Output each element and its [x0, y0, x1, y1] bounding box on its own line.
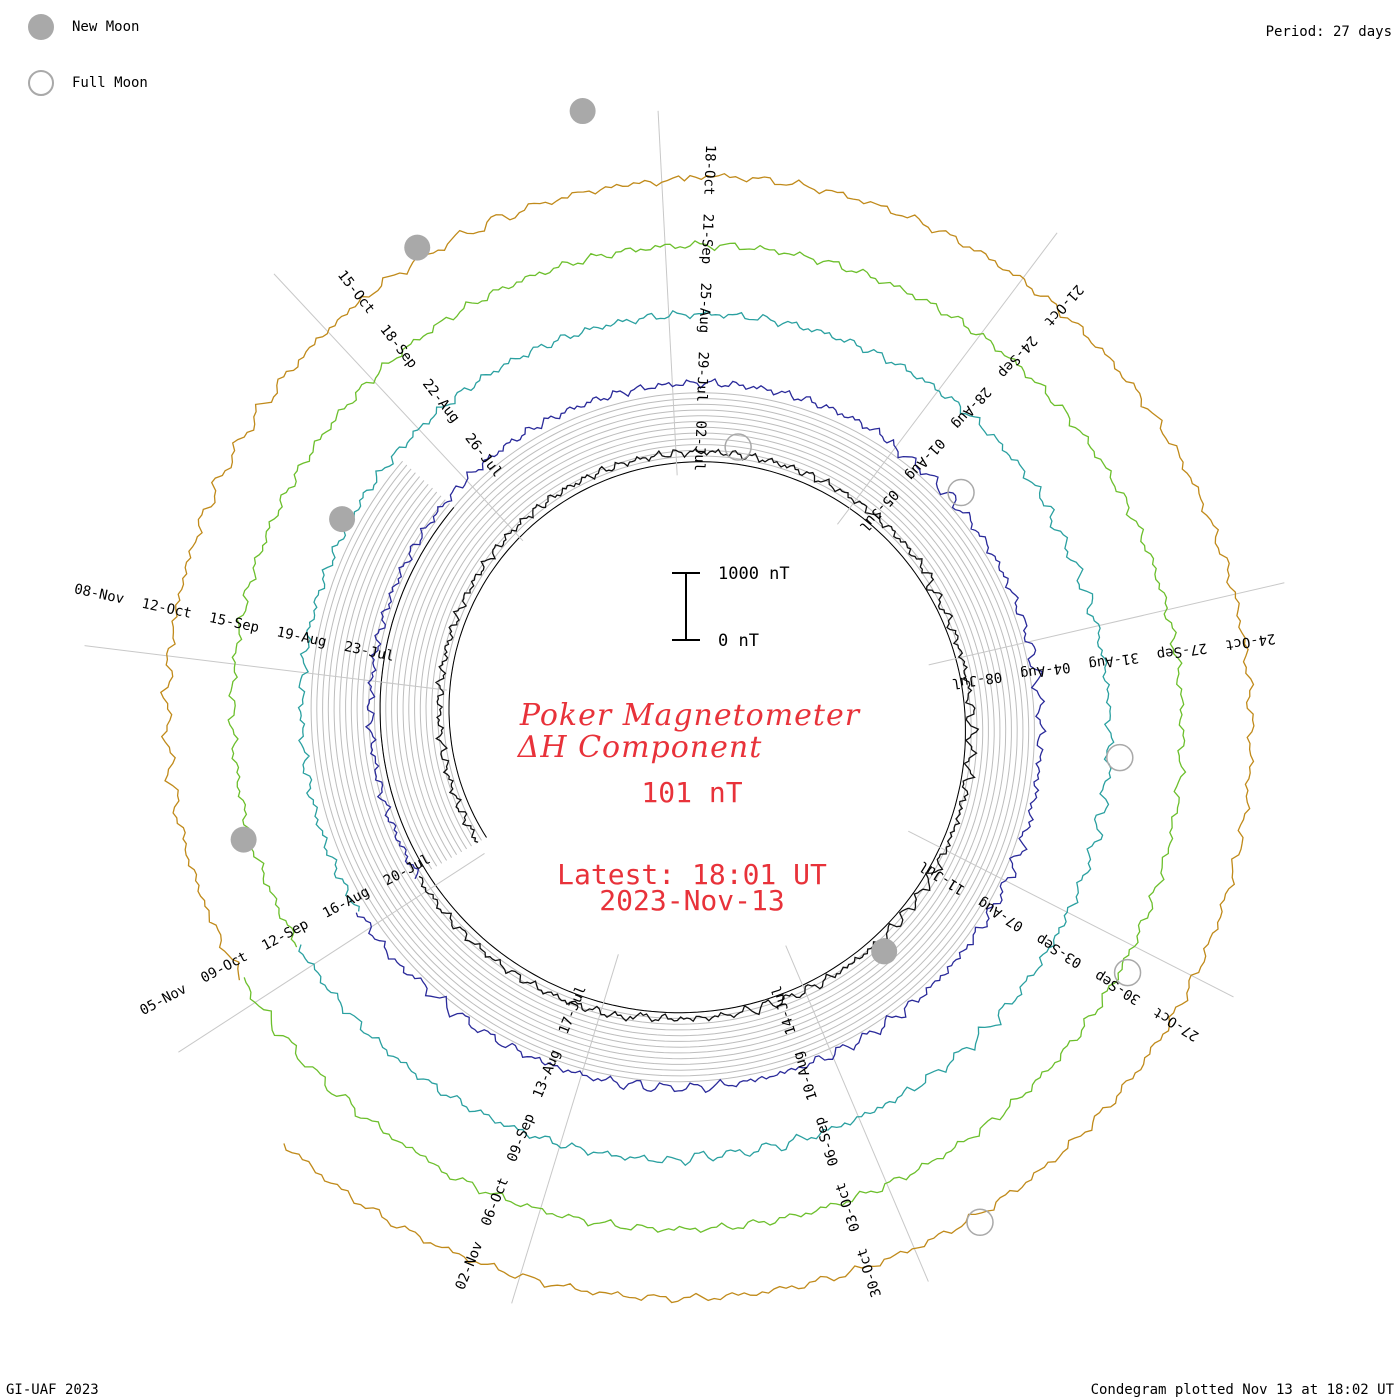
guide-spiral	[316, 398, 1030, 1077]
date-tick-label: 08-Jul	[951, 668, 1003, 691]
full-moon-marker	[966, 1208, 994, 1237]
date-tick-label: 13-Aug	[530, 1047, 564, 1100]
legend-new-moon: New Moon	[28, 14, 139, 40]
date-tick-label: 09-Oct	[198, 949, 250, 987]
date-tick-label: 15-Sep	[208, 610, 261, 636]
new-moon-marker	[230, 826, 257, 853]
date-tick-label: 14-Jul	[769, 984, 800, 1037]
magnetometer-trace-rotation-0	[418, 447, 980, 1023]
guide-spiral	[350, 432, 995, 1042]
guide-spiral	[345, 426, 1001, 1048]
date-tick-label: 31-Aug	[1087, 649, 1139, 672]
legend-full-moon: Full Moon	[28, 70, 148, 96]
new-moon-marker	[329, 506, 356, 533]
chart-subtitle: ΔH Component	[517, 730, 763, 765]
date-tick-label: 12-Oct	[140, 596, 193, 622]
magnetometer-trace-rotation-1	[355, 378, 1047, 1094]
date-tick-label: 04-Aug	[1019, 659, 1071, 682]
latest-label: Latest: 18:01 UT	[557, 858, 827, 891]
new-moon-marker	[569, 98, 596, 125]
day-divider-line	[657, 110, 678, 476]
day-divider-line	[837, 232, 1058, 525]
date-tick-label: 08-Nov	[73, 581, 126, 607]
full-moon-marker	[947, 478, 975, 507]
date-tick-label: 02-Jul	[691, 420, 709, 471]
credit-label: GI-UAF 2023	[6, 1382, 99, 1398]
date-label: 2023-Nov-13	[599, 884, 785, 917]
day-divider-line	[273, 273, 524, 542]
date-tick-label: 01-Aug	[902, 435, 948, 483]
date-tick-label: 27-Sep	[1156, 639, 1208, 662]
date-tick-label: 26-Jul	[461, 431, 505, 481]
date-tick-label: 28-Aug	[948, 384, 994, 432]
full-moon-icon	[28, 70, 54, 96]
date-tick-label: 03-Oct	[833, 1180, 864, 1233]
legend-full-moon-label: Full Moon	[72, 75, 148, 91]
date-tick-label: 29-Jul	[693, 351, 711, 402]
date-tick-label: 21-Sep	[698, 213, 716, 264]
chart-title: Poker Magnetometer	[519, 698, 861, 733]
zero-level-spiral	[379, 461, 966, 1014]
date-tick-label: 25-Aug	[696, 282, 714, 333]
date-tick-label: 27-Oct	[1151, 1004, 1202, 1044]
date-tick-label: 24-Oct	[1224, 630, 1276, 653]
value-label: 101 nT	[641, 776, 743, 809]
date-tick-label: 18-Sep	[377, 322, 421, 372]
date-tick-label: 30-Oct	[854, 1246, 885, 1299]
guide-spiral	[373, 455, 972, 1019]
full-moon-marker	[724, 433, 752, 461]
date-tick-label: 09-Sep	[504, 1111, 538, 1164]
guide-spiral	[327, 409, 1018, 1065]
date-tick-label: 05-Nov	[137, 981, 189, 1019]
new-moon-marker	[871, 938, 898, 965]
day-divider-line	[84, 645, 447, 691]
guide-spiral	[356, 438, 989, 1037]
new-moon-marker	[404, 234, 431, 261]
date-tick-label: 22-Aug	[419, 376, 463, 426]
scale-bar-bottom-label: 0 nT	[718, 631, 759, 651]
full-moon-marker	[1113, 958, 1142, 987]
guide-spiral	[333, 415, 1012, 1060]
legend-new-moon-label: New Moon	[72, 19, 140, 35]
date-tick-label: 18-Oct	[700, 144, 718, 195]
guide-spiral	[362, 444, 984, 1031]
date-tick-label: 15-Oct	[334, 267, 378, 317]
period-label: Period: 27 days	[1265, 24, 1392, 40]
day-divider-line	[785, 945, 929, 1282]
day-divider-line	[908, 830, 1234, 998]
guide-spiral	[339, 421, 1007, 1054]
scale-bar-top-label: 1000 nT	[718, 564, 790, 584]
date-tick-label: 12-Sep	[259, 916, 311, 954]
date-tick-label: 24-Sep	[994, 332, 1040, 380]
new-moon-icon	[28, 14, 54, 40]
date-tick-label: 02-Nov	[453, 1239, 487, 1292]
magnetometer-trace-rotation-4	[159, 172, 1255, 1304]
guide-spiral	[322, 403, 1024, 1071]
date-tick-label: 06-Sep	[811, 1115, 842, 1168]
day-divider-line	[178, 853, 485, 1053]
magnetometer-trace-rotation-3	[227, 240, 1187, 1234]
full-moon-marker	[1106, 743, 1134, 772]
plot-timestamp: Condegram plotted Nov 13 at 18:02 UT	[1090, 1382, 1394, 1398]
date-tick-label: 06-Oct	[478, 1175, 512, 1228]
date-tick-label: 21-Oct	[1041, 281, 1087, 329]
day-divider-line	[928, 582, 1285, 666]
date-tick-label: 17-Jul	[556, 983, 590, 1036]
